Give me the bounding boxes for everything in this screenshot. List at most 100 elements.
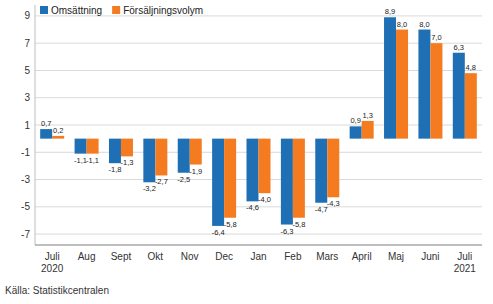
x-tick-label: Mars [316, 251, 338, 262]
y-tick-label: 5 [24, 65, 30, 76]
data-label: 0,7 [41, 119, 51, 128]
data-label: -1,9 [189, 167, 202, 176]
y-tick-label: 3 [24, 92, 30, 103]
bar [224, 139, 236, 218]
data-label: 1,3 [362, 111, 372, 120]
x-tick-label-line: Dec [215, 251, 233, 262]
y-tick-label: -7 [21, 229, 30, 240]
x-tick-label-line: Juli [457, 251, 472, 262]
x-tick-label: Dec [215, 251, 233, 262]
data-label: 7,0 [431, 33, 441, 42]
y-tick-label: -3 [21, 174, 30, 185]
y-tick-label: -1 [21, 147, 30, 158]
data-label: 0,2 [53, 126, 63, 135]
bar [281, 139, 293, 225]
bar [87, 139, 99, 154]
source: Källa: Statistikcentralen [5, 285, 109, 296]
x-tick-label: Juni [421, 251, 439, 262]
bar [430, 43, 442, 138]
data-label: -4,0 [258, 195, 271, 204]
x-tick-label-line: 2020 [41, 263, 64, 274]
x-tick-label-line: Sept [111, 251, 132, 262]
data-label: -5,8 [292, 220, 305, 229]
grid-line [35, 234, 482, 235]
x-tick-label-line: Aug [78, 251, 96, 262]
bar [247, 139, 259, 202]
data-label: 8,0 [397, 20, 407, 29]
data-label: -4,6 [246, 203, 259, 212]
bar [418, 30, 430, 139]
x-axis-line [35, 245, 482, 246]
bar [143, 139, 155, 183]
x-tick-label: Feb [284, 251, 302, 262]
bar [40, 129, 52, 139]
grid-line [35, 70, 482, 71]
x-tick-label-line: Juni [421, 251, 439, 262]
x-tick-label-line: 2021 [454, 263, 477, 274]
bar [453, 53, 465, 139]
x-tick-label: Sept [111, 251, 132, 262]
y-tick-label: 1 [24, 120, 30, 131]
chart: -7 -5 -3 -1 1 3 5 7 9 0,7 -1,1 -1,8 -3,2 -2,5 -6,4 -4,6… [0, 0, 493, 304]
data-label: -4,7 [315, 205, 328, 214]
y-axis-line [35, 5, 36, 245]
data-label: -2,5 [177, 175, 190, 184]
data-label: -6,4 [212, 228, 225, 237]
y-tick-label: 9 [24, 10, 30, 21]
grid-line [35, 125, 482, 126]
x-tick-label-line: April [352, 251, 372, 262]
data-label: 8,9 [385, 7, 395, 16]
data-label: 4,8 [466, 63, 476, 72]
bar [52, 136, 64, 139]
bar [465, 73, 477, 138]
x-tick-label: Nov [181, 251, 199, 262]
bar [121, 139, 133, 157]
x-tick-label: Maj [388, 251, 404, 262]
bars [40, 17, 477, 226]
data-label: -1,8 [108, 165, 121, 174]
x-tick-label: Juli2020 [41, 251, 64, 274]
bar [350, 126, 362, 138]
x-tick-label-line: Juli [45, 251, 60, 262]
legend-swatch [112, 6, 120, 14]
x-tick-label: Jan [250, 251, 266, 262]
data-label: -1,1 [74, 156, 87, 165]
grid-line [35, 97, 482, 98]
x-tick-label-line: Nov [181, 251, 199, 262]
legend-label: Omsättning [51, 5, 102, 16]
grid-line [35, 43, 482, 44]
x-tick-label: Okt [148, 251, 164, 262]
x-tick-label-line: Jan [250, 251, 266, 262]
data-label: -1,1 [86, 156, 99, 165]
data-label: 8,0 [419, 20, 429, 29]
bar [259, 139, 271, 194]
data-label: -6,3 [280, 227, 293, 236]
data-label: -1,3 [120, 158, 133, 167]
bar [362, 121, 374, 139]
bar [396, 30, 408, 139]
x-tick-label-line: Okt [148, 251, 164, 262]
grid-line [35, 15, 482, 16]
x-tick-label: Aug [78, 251, 96, 262]
data-label: 0,9 [350, 116, 360, 125]
x-tick-label: April [352, 251, 372, 262]
bar [155, 139, 167, 176]
x-tick-label-line: Feb [284, 251, 302, 262]
legend-label: Försäljningsvolym [123, 5, 203, 16]
bar [178, 139, 190, 173]
bar [293, 139, 305, 218]
data-label: -5,8 [224, 220, 237, 229]
x-tick-label-line: Mars [316, 251, 338, 262]
bar [109, 139, 121, 164]
data-label: 6,3 [454, 43, 464, 52]
bar [327, 139, 339, 198]
y-tick-label: -5 [21, 201, 30, 212]
bar [190, 139, 202, 165]
bar [212, 139, 224, 226]
bar [315, 139, 327, 203]
data-label: -3,2 [143, 184, 156, 193]
y-tick-label: 7 [24, 38, 30, 49]
data-label: -2,7 [155, 177, 168, 186]
data-label: -4,3 [327, 199, 340, 208]
legend-swatch [40, 6, 48, 14]
